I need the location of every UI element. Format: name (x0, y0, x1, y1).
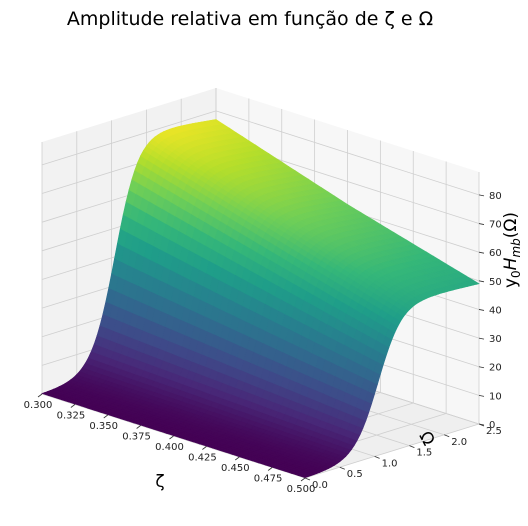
y-tick-label: 1.0 (382, 458, 398, 469)
z-tick-label: 40 (489, 306, 502, 317)
y-tick-label: 2.5 (486, 426, 502, 437)
z-tick-label: 10 (489, 391, 502, 402)
x-tick-label: 0.500 (287, 484, 316, 495)
x-tick-label: 0.325 (57, 411, 86, 422)
z-tick-label: 60 (489, 248, 502, 259)
svg-text:y0Hmb(Ω): y0Hmb(Ω) (501, 212, 523, 288)
x-tick-label: 0.300 (24, 400, 53, 411)
y-tick-label: 0.0 (312, 480, 328, 491)
z-axis-label: y0Hmb(Ω) (501, 212, 523, 288)
x-tick-label: 0.475 (254, 474, 283, 485)
chart-title: Amplitude relativa em função de ζ e Ω (67, 8, 433, 30)
z-tick-label: 30 (489, 334, 502, 345)
y-tick-label: 2.0 (451, 437, 467, 448)
y-tick-label: 0.5 (347, 469, 363, 480)
z-tick-label: 80 (489, 191, 502, 202)
surface-plot (41, 119, 480, 479)
x-tick-label: 0.350 (89, 421, 118, 432)
x-tick-label: 0.375 (122, 432, 151, 443)
z-tick-label: 50 (489, 277, 502, 288)
x-tick-label: 0.425 (188, 453, 217, 464)
x-tick-label: 0.400 (155, 442, 184, 453)
z-tick-label: 20 (489, 363, 502, 374)
z-axis-label-text: y0Hmb(Ω) (501, 212, 523, 288)
y-tick-label: 1.5 (416, 448, 432, 459)
x-tick-label: 0.450 (221, 463, 250, 474)
x-axis-label: ζ (155, 472, 164, 492)
z-tick-label: 0 (489, 420, 495, 431)
z-tick-label: 70 (489, 220, 502, 231)
